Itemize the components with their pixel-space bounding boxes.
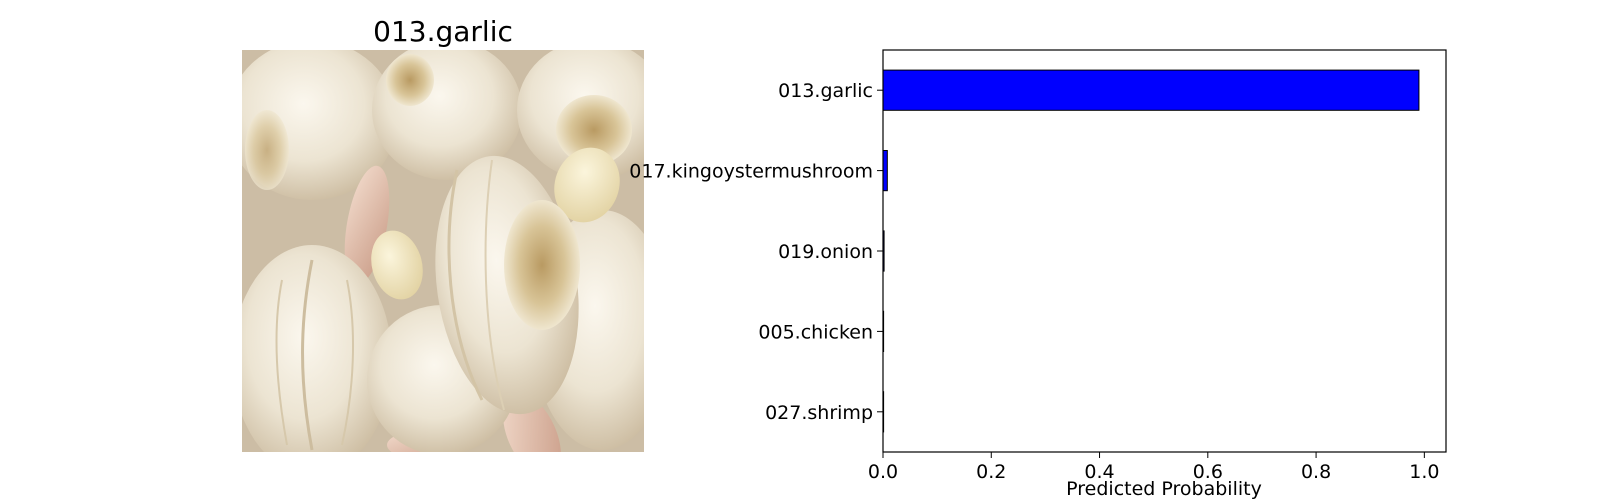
bar-013.garlic (882, 69, 1420, 111)
x-axis-label: Predicted Probability (1066, 478, 1262, 500)
y-tick-label: 013.garlic (778, 80, 873, 102)
bars-layer (882, 69, 1420, 433)
y-tick-label: 005.chicken (758, 321, 873, 343)
plot-frame (882, 49, 1447, 453)
y-tick-label: 019.onion (778, 241, 873, 263)
image-title: 013.garlic (373, 15, 513, 48)
bar-017.kingoystermushroom (882, 150, 888, 192)
x-tick-label: 0.8 (1301, 461, 1331, 483)
y-tick-label: 027.shrimp (765, 402, 873, 424)
y-tick-label: 017.kingoystermushroom (629, 161, 873, 183)
ticks-layer: 013.garlic 017.kingoystermushroom 019.onio… (629, 80, 1439, 483)
x-tick-label: 0.2 (976, 461, 1006, 483)
x-tick-label: 0.4 (1084, 461, 1114, 483)
garlic-photo (242, 50, 644, 452)
x-tick-label: 1.0 (1409, 461, 1439, 483)
x-tick-label: 0.0 (868, 461, 898, 483)
x-tick-label: 0.6 (1193, 461, 1223, 483)
